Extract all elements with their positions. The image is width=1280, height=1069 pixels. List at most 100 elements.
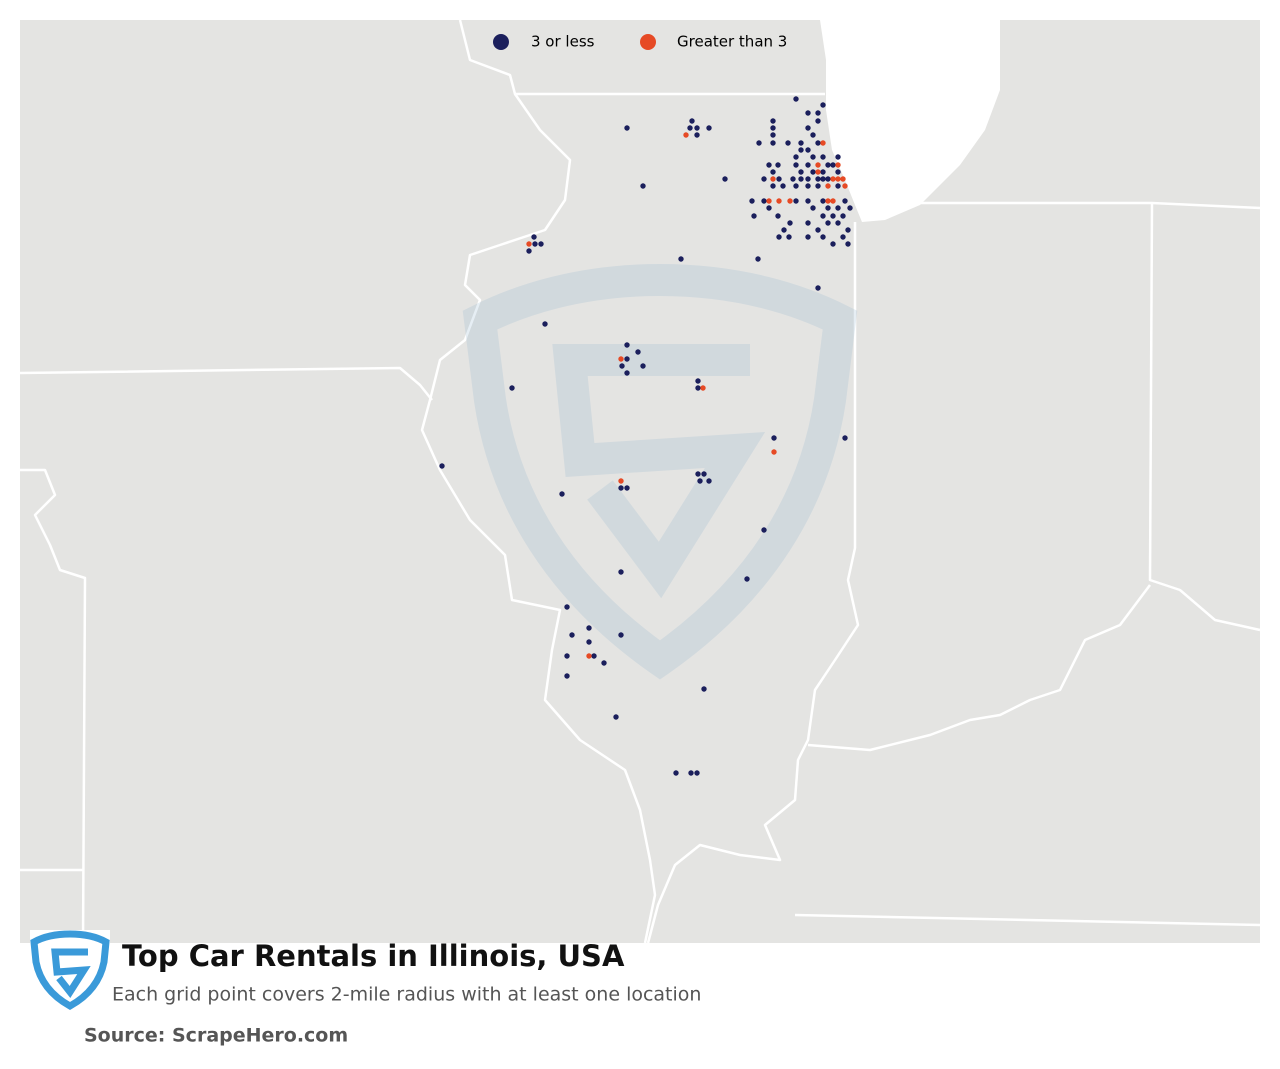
location-point [770,118,776,124]
location-point [586,639,592,645]
location-point [835,162,841,168]
title: Top Car Rentals in Illinois, USA [122,939,625,973]
location-point [840,213,846,219]
location-point [601,660,607,666]
legend-swatch [493,34,509,50]
location-point [688,770,694,776]
location-point [640,183,646,189]
location-point [825,205,831,211]
location-point [830,198,836,204]
location-point [697,478,703,484]
location-point [820,154,826,160]
location-point [706,125,712,131]
location-point [790,176,796,182]
location-point [835,183,841,189]
location-point [785,140,791,146]
location-point [815,227,821,233]
points [439,96,853,776]
location-point [618,569,624,575]
location-point [618,485,624,491]
location-point [805,110,811,116]
location-point [694,132,700,138]
location-point [564,653,570,659]
location-point [618,356,624,362]
map-background [20,20,1260,943]
location-point [776,234,782,240]
location-point [825,183,831,189]
location-point [542,321,548,327]
location-point [526,248,532,254]
location-point [618,478,624,484]
location-point [766,198,772,204]
location-point [825,220,831,226]
location-point [624,370,630,376]
location-point [701,686,707,692]
location-point [635,349,641,355]
location-point [694,125,700,131]
location-point [749,198,755,204]
location-point [755,256,761,262]
location-point [756,140,762,146]
location-point [695,471,701,477]
location-point [793,162,799,168]
location-point [815,110,821,116]
location-point [820,169,826,175]
location-point [830,176,836,182]
location-point [770,169,776,175]
location-point [559,491,565,497]
location-point [805,162,811,168]
location-point [798,169,804,175]
location-point [744,576,750,582]
location-point [810,132,816,138]
location-point [701,471,707,477]
location-point [683,132,689,138]
location-point [805,176,811,182]
location-point [695,385,701,391]
location-point [678,256,684,262]
location-point [624,485,630,491]
location-point [771,449,777,455]
location-point [815,183,821,189]
location-point [787,198,793,204]
location-point [532,241,538,247]
location-point [776,176,782,182]
location-point [531,234,537,240]
location-point [766,162,772,168]
location-point [673,770,679,776]
location-point [751,213,757,219]
location-point [793,198,799,204]
location-point [805,220,811,226]
location-point [586,653,592,659]
watermark [462,263,858,680]
location-point [526,241,532,247]
legend-label: 3 or less [531,33,595,51]
location-point [770,176,776,182]
location-point [770,132,776,138]
location-point [842,183,848,189]
legend-swatch [640,34,656,50]
location-point [820,198,826,204]
location-point [793,183,799,189]
location-point [820,176,826,182]
location-point [815,169,821,175]
location-point [722,176,728,182]
location-point [624,125,630,131]
location-point [805,198,811,204]
source: Source: ScrapeHero.com [84,1025,348,1047]
location-point [805,125,811,131]
location-point [820,234,826,240]
location-point [825,162,831,168]
location-point [618,632,624,638]
location-point [793,154,799,160]
location-point [786,234,792,240]
location-point [798,140,804,146]
location-point [793,96,799,102]
location-point [761,527,767,533]
location-point [842,198,848,204]
location-point [564,673,570,679]
location-point [538,241,544,247]
location-point [798,176,804,182]
location-point [835,176,841,182]
location-point [687,125,693,131]
